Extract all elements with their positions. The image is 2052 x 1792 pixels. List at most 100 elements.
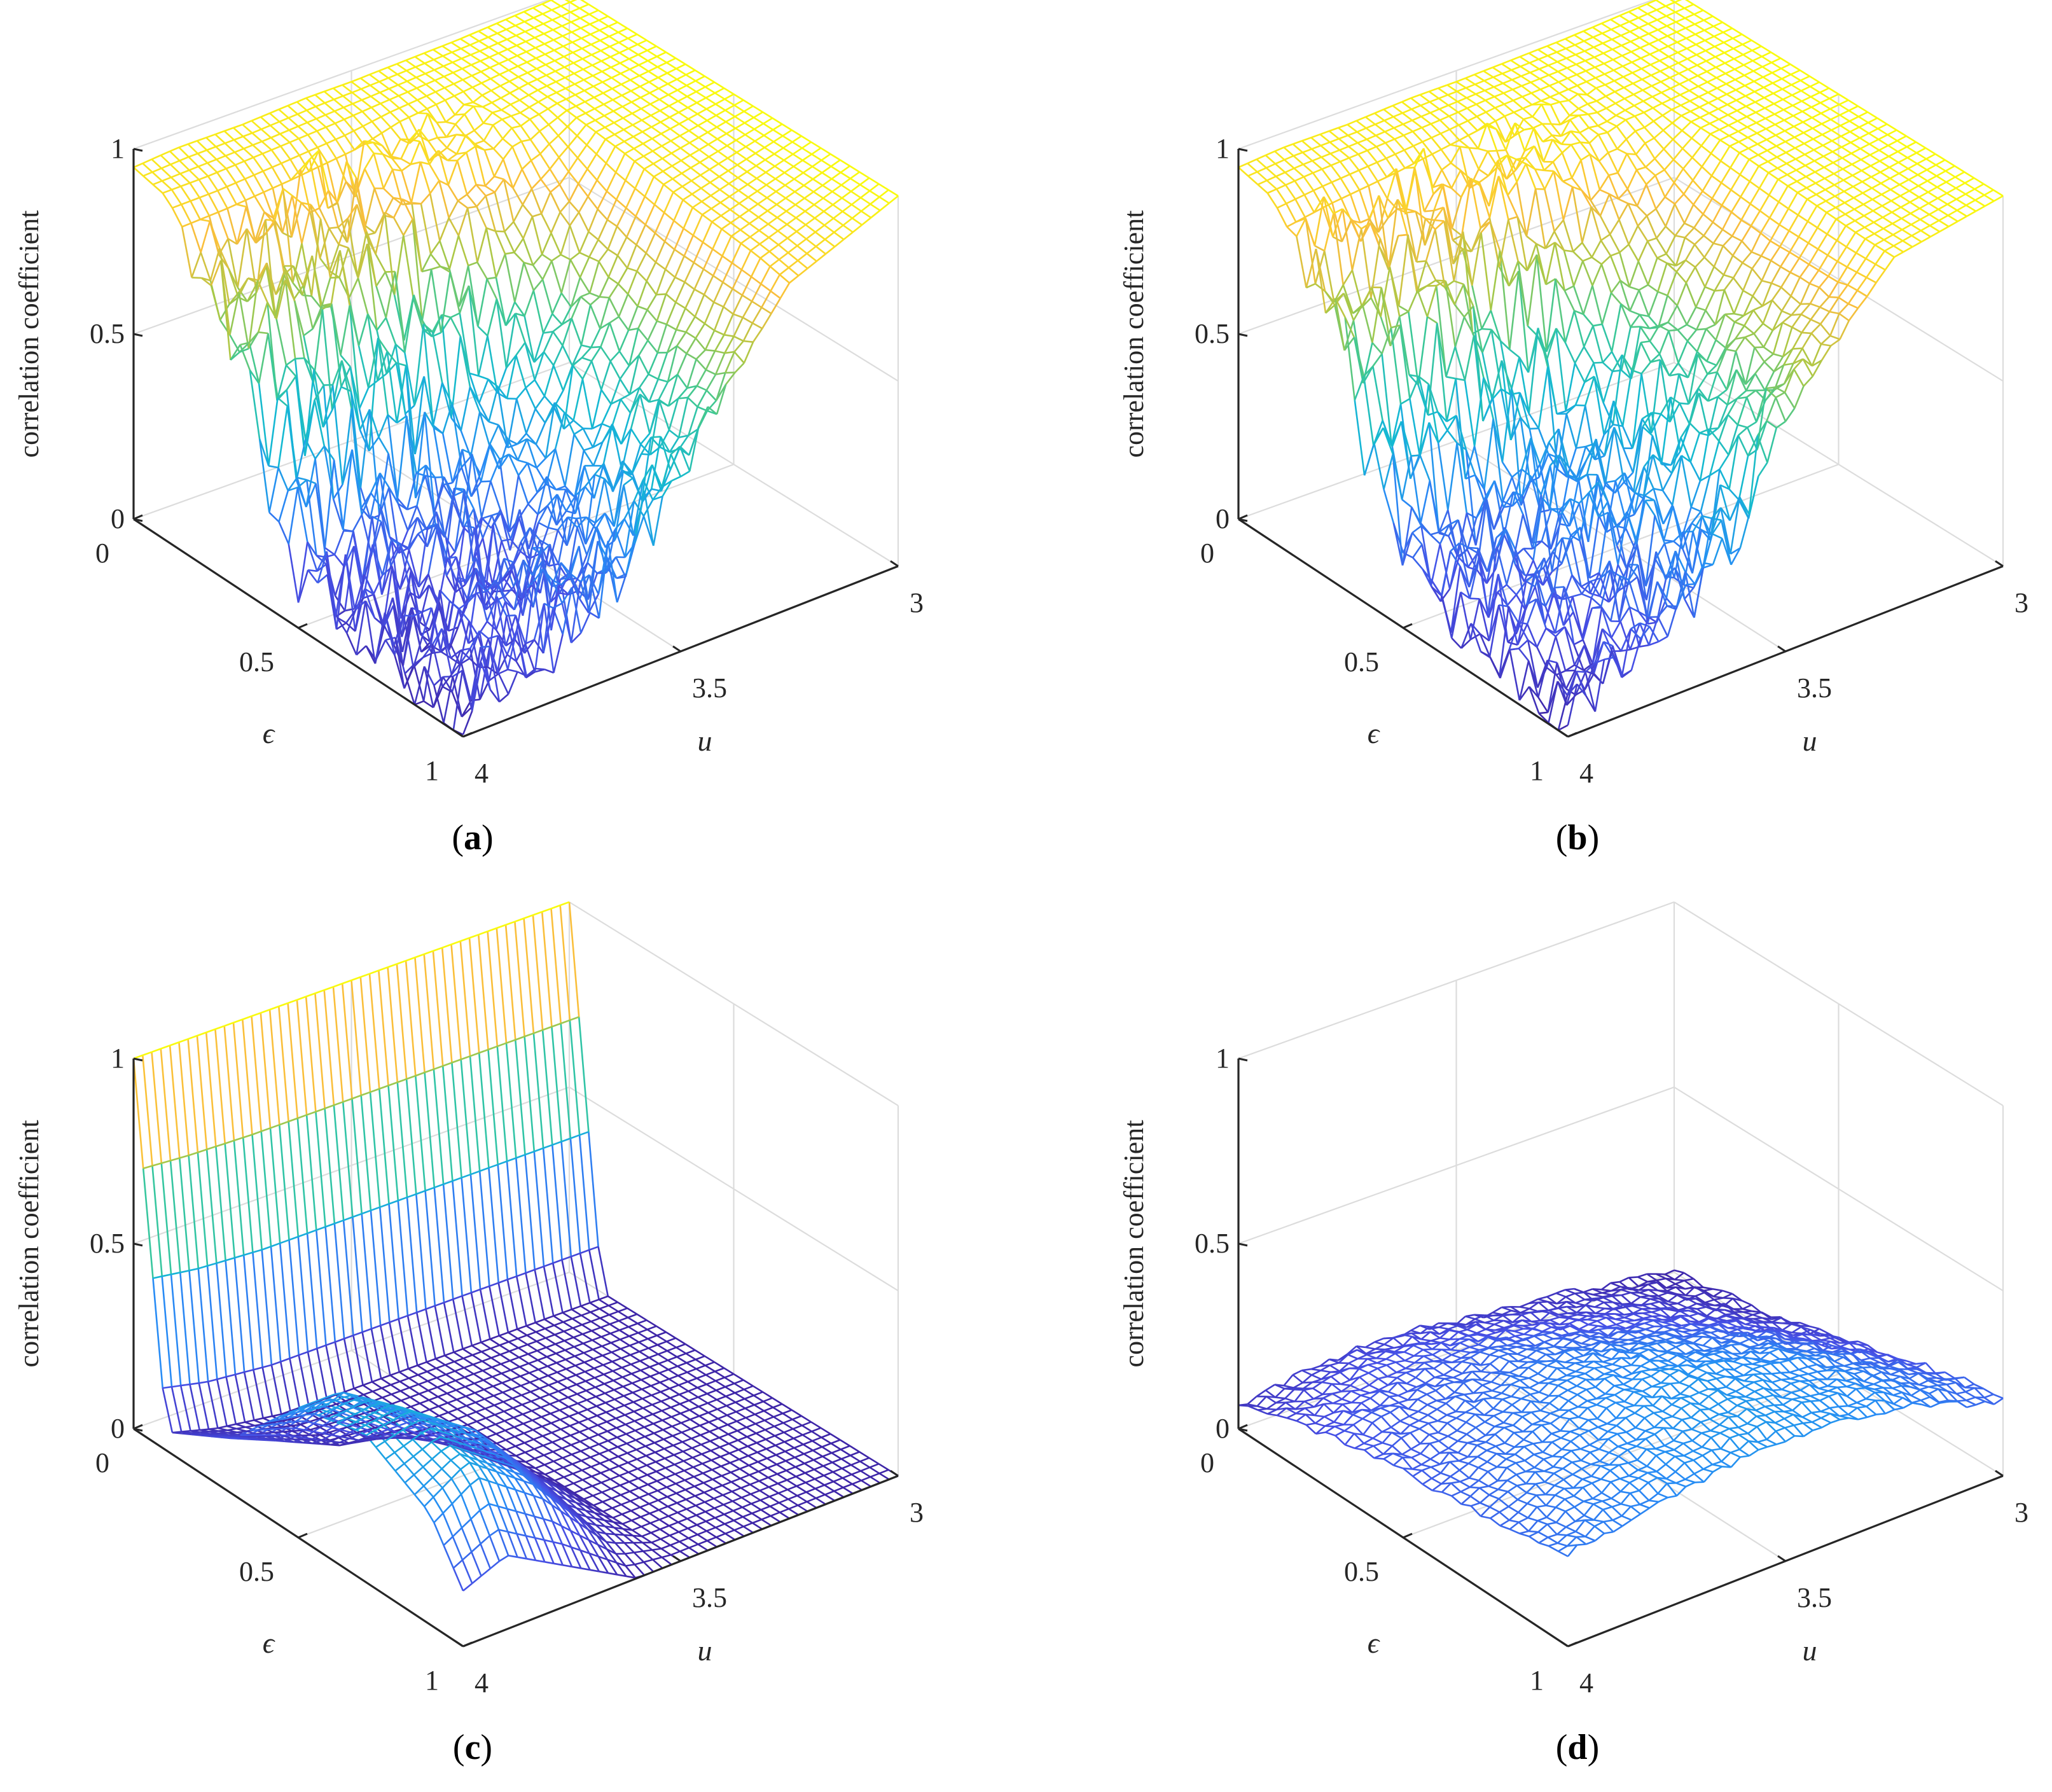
mesh-segment <box>735 139 747 148</box>
mesh-segment <box>1828 87 1840 95</box>
mesh-segment <box>674 249 685 257</box>
mesh-segment <box>831 178 842 186</box>
mesh-segment <box>451 52 462 60</box>
mesh-segment <box>1776 156 1787 165</box>
mesh-segment <box>180 182 190 188</box>
mesh-segment <box>1528 413 1539 429</box>
mesh-segment <box>1417 290 1429 317</box>
mesh-segment <box>1513 99 1523 109</box>
mesh-segment <box>504 253 516 302</box>
mesh-segment <box>1548 74 1560 83</box>
mesh-segment <box>1301 140 1312 150</box>
mesh-segment <box>553 49 565 58</box>
mesh-segment <box>368 380 378 389</box>
mesh-segment <box>190 223 202 253</box>
mesh-segment <box>1838 296 1849 305</box>
mesh-segment <box>1881 193 1892 202</box>
mesh-segment <box>301 243 313 296</box>
mesh-segment <box>681 160 691 169</box>
mesh-segment <box>741 268 752 278</box>
mesh-segment <box>226 164 236 170</box>
mesh-segment <box>470 50 480 56</box>
mesh-segment <box>198 197 211 216</box>
mesh-segment <box>391 566 402 619</box>
mesh-segment <box>1358 170 1369 186</box>
mesh-segment <box>1955 176 1965 184</box>
mesh-segment <box>367 337 379 388</box>
mesh-segment <box>590 33 601 41</box>
mesh-segment <box>401 571 412 637</box>
mesh-segment <box>521 169 533 190</box>
mesh-segment <box>754 140 765 148</box>
mesh-segment <box>247 277 258 284</box>
mesh-segment <box>597 10 609 17</box>
mesh-segment <box>1775 145 1787 153</box>
mesh-segment <box>518 509 530 550</box>
mesh-segment <box>1573 310 1585 347</box>
mesh-segment <box>324 547 335 555</box>
mesh-segment <box>525 47 536 53</box>
mesh-segment <box>522 188 533 205</box>
mesh-segment <box>169 146 179 152</box>
mesh-segment <box>462 448 473 455</box>
mesh-segment <box>564 73 575 79</box>
mesh-segment <box>1503 103 1515 113</box>
mesh-segment <box>233 135 244 141</box>
mesh-segment <box>599 36 610 41</box>
mesh-segment <box>290 169 302 181</box>
mesh-segment <box>526 438 537 468</box>
mesh-segment <box>1846 246 1857 254</box>
mesh-segment <box>1574 34 1584 42</box>
mesh-segment <box>580 292 590 298</box>
mesh-segment <box>1484 90 1495 98</box>
mesh-segment <box>219 303 230 321</box>
mesh-segment <box>385 317 397 345</box>
mesh-segment <box>654 212 665 233</box>
mesh-segment <box>487 596 498 667</box>
mesh-segment <box>666 323 677 331</box>
mesh-segment <box>492 118 503 126</box>
mesh-segment <box>326 162 338 204</box>
mesh-segment <box>497 42 508 50</box>
mesh-segment <box>565 87 576 96</box>
mesh-segment <box>786 210 797 219</box>
mesh-segment <box>1726 83 1737 91</box>
mesh-segment <box>225 139 235 144</box>
mesh-segment <box>343 102 353 109</box>
mesh-segment <box>1663 148 1674 160</box>
mesh-segment <box>632 113 642 121</box>
mesh-segment <box>293 300 305 336</box>
mesh-segment <box>636 253 647 272</box>
mesh-segment <box>1693 227 1705 237</box>
mesh-segment <box>1936 186 1948 194</box>
mesh-segment <box>296 97 307 103</box>
mesh-segment <box>239 347 249 353</box>
mesh-segment <box>718 163 729 172</box>
mesh-segment <box>1292 143 1303 153</box>
mesh-segment <box>1671 109 1682 116</box>
mesh-segment <box>631 454 642 473</box>
mesh-segment <box>415 73 426 78</box>
mesh-segment <box>443 676 453 678</box>
mesh-segment <box>733 351 745 364</box>
mesh-segment <box>1706 360 1717 366</box>
mesh-segment <box>1510 59 1521 67</box>
mesh-segment <box>490 73 501 80</box>
mesh-segment <box>565 495 577 546</box>
mesh-segment <box>179 173 191 184</box>
mesh-segment <box>214 130 225 135</box>
mesh-segment <box>1708 102 1719 110</box>
mesh-segment <box>544 43 555 52</box>
mesh-segment <box>821 165 832 174</box>
mesh-segment <box>480 67 490 73</box>
mesh-segment <box>494 580 506 597</box>
mesh-segment <box>562 35 573 43</box>
mesh-segment <box>607 248 618 256</box>
mesh-segment <box>343 118 355 132</box>
mesh-segment <box>656 293 667 322</box>
mesh-segment <box>1624 98 1635 107</box>
mesh-segment <box>1830 118 1841 127</box>
mesh-segment <box>1409 398 1420 455</box>
mesh-segment <box>233 139 245 149</box>
mesh-segment <box>512 169 523 189</box>
